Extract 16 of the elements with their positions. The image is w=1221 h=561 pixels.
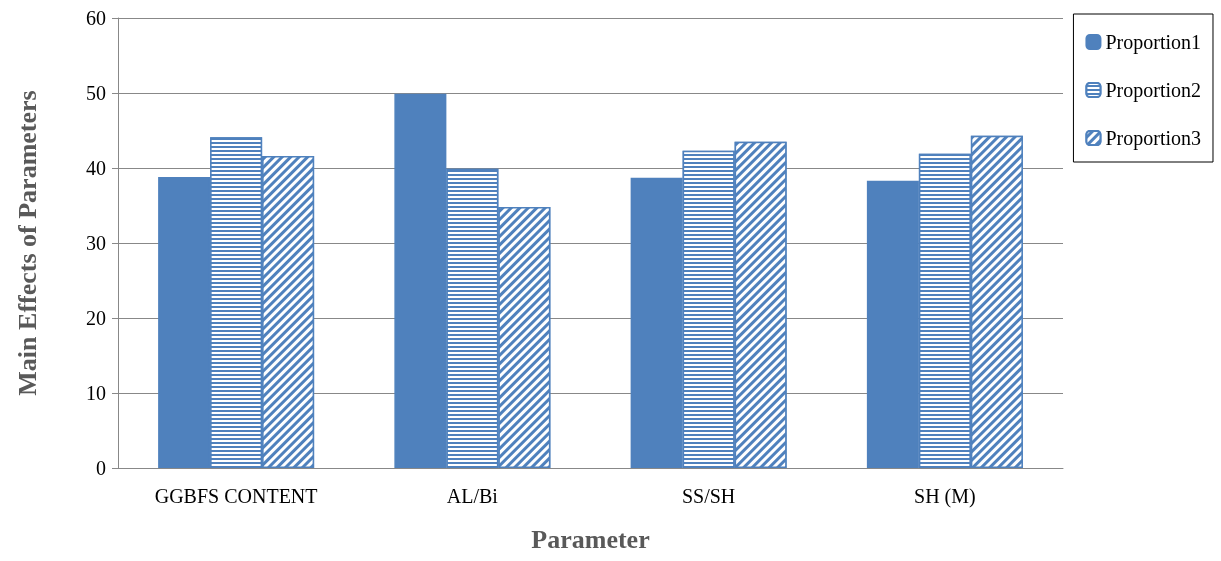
y-tick-label: 0 bbox=[96, 457, 106, 479]
y-tick-label: 30 bbox=[86, 232, 106, 254]
x-tick-label: SS/SH bbox=[681, 485, 736, 507]
x-tick-label: SH (M) bbox=[914, 485, 976, 508]
x-axis-title: Parameter bbox=[531, 524, 650, 554]
legend-label: Proportion1 bbox=[1105, 31, 1202, 54]
y-tick-label: 20 bbox=[86, 307, 106, 329]
y-tick-label: 50 bbox=[86, 82, 106, 104]
x-tick-label: GGBFS CONTENT bbox=[154, 485, 318, 507]
legend-label: Proportion2 bbox=[1105, 79, 1202, 102]
y-tick-label: 60 bbox=[86, 7, 106, 29]
legend-label: Proportion3 bbox=[1105, 127, 1202, 150]
y-tick-label: 40 bbox=[86, 157, 106, 179]
x-tick-label: AL/Bi bbox=[446, 485, 499, 507]
y-tick-label: 10 bbox=[86, 382, 106, 404]
y-axis-title: Main Effects of Parameters bbox=[12, 90, 42, 396]
